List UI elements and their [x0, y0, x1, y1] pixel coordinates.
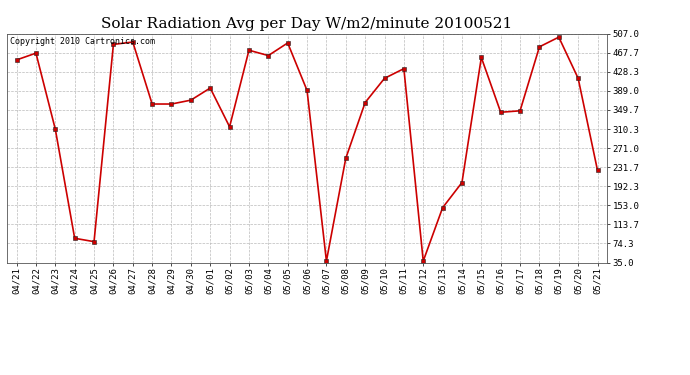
Text: Copyright 2010 Cartronics.com: Copyright 2010 Cartronics.com [10, 37, 155, 46]
Title: Solar Radiation Avg per Day W/m2/minute 20100521: Solar Radiation Avg per Day W/m2/minute … [101, 17, 513, 31]
